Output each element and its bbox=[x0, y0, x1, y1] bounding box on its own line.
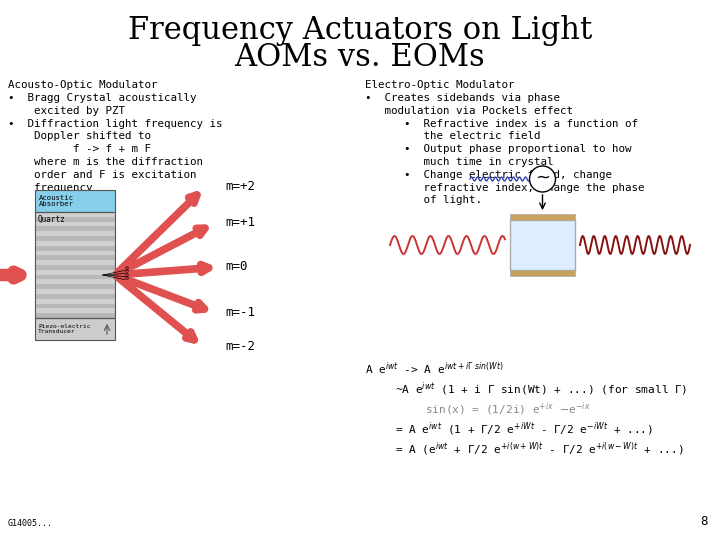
Text: AOMs vs. EOMs: AOMs vs. EOMs bbox=[235, 43, 485, 73]
Text: Electro-Optic Modulator: Electro-Optic Modulator bbox=[365, 80, 515, 90]
Polygon shape bbox=[35, 246, 115, 251]
Polygon shape bbox=[35, 260, 115, 265]
Text: θ: θ bbox=[125, 269, 129, 274]
Polygon shape bbox=[35, 270, 115, 275]
Polygon shape bbox=[35, 251, 115, 255]
Text: m=0: m=0 bbox=[225, 260, 248, 273]
Polygon shape bbox=[35, 284, 115, 289]
Text: θ: θ bbox=[125, 275, 128, 281]
Polygon shape bbox=[35, 303, 115, 308]
Polygon shape bbox=[35, 299, 115, 303]
Polygon shape bbox=[35, 236, 115, 241]
Circle shape bbox=[529, 166, 556, 192]
Text: Acoustic
Absorber: Acoustic Absorber bbox=[39, 194, 74, 207]
Text: = A (e$^{iwt}$ + $\Gamma$/2 e$^{+i(w+W)t}$ - $\Gamma$/2 e$^{+i(w-W)t}$ + ...): = A (e$^{iwt}$ + $\Gamma$/2 e$^{+i(w+W)t… bbox=[395, 440, 684, 457]
Text: = A e$^{iwt}$ (1 + $\Gamma$/2 e$^{+iWt}$ - $\Gamma$/2 e$^{-iWt}$ + ...): = A e$^{iwt}$ (1 + $\Gamma$/2 e$^{+iWt}$… bbox=[395, 420, 653, 437]
FancyBboxPatch shape bbox=[510, 214, 575, 220]
Text: m=+1: m=+1 bbox=[225, 217, 255, 230]
Text: Frequency Actuators on Light: Frequency Actuators on Light bbox=[128, 15, 592, 45]
Polygon shape bbox=[35, 217, 115, 221]
Polygon shape bbox=[35, 255, 115, 260]
Text: G14005...: G14005... bbox=[8, 519, 53, 528]
Text: m=-2: m=-2 bbox=[225, 341, 255, 354]
Text: Quartz: Quartz bbox=[38, 215, 66, 224]
Polygon shape bbox=[35, 190, 115, 212]
Text: m=+2: m=+2 bbox=[225, 180, 255, 193]
Polygon shape bbox=[35, 318, 115, 340]
Text: ~A e$^{iwt}$ (1 + i $\Gamma$ sin(Wt) + ...) (for small $\Gamma$): ~A e$^{iwt}$ (1 + i $\Gamma$ sin(Wt) + .… bbox=[395, 380, 687, 397]
Polygon shape bbox=[35, 294, 115, 299]
Polygon shape bbox=[35, 241, 115, 246]
Text: •  Bragg Crystal acoustically
    excited by PZT
•  Diffraction light frequency : • Bragg Crystal acoustically excited by … bbox=[8, 93, 222, 193]
Polygon shape bbox=[35, 221, 115, 226]
FancyBboxPatch shape bbox=[510, 270, 575, 276]
Text: •  Creates sidebands via phase
   modulation via Pockels effect
      •  Refract: • Creates sidebands via phase modulation… bbox=[365, 93, 644, 205]
Polygon shape bbox=[35, 212, 115, 217]
Text: Acousto-Optic Modulator: Acousto-Optic Modulator bbox=[8, 80, 158, 90]
Text: A e$^{iwt}$ -> A e$^{iwt+i\Gamma\ sin(Wt)}$: A e$^{iwt}$ -> A e$^{iwt+i\Gamma\ sin(Wt… bbox=[365, 360, 503, 376]
Text: θ: θ bbox=[125, 273, 129, 278]
Polygon shape bbox=[35, 280, 115, 284]
Text: θ: θ bbox=[125, 266, 128, 272]
Text: 8: 8 bbox=[701, 515, 708, 528]
Polygon shape bbox=[35, 289, 115, 294]
FancyBboxPatch shape bbox=[510, 220, 575, 270]
Text: ~: ~ bbox=[535, 169, 550, 187]
Polygon shape bbox=[35, 308, 115, 313]
Polygon shape bbox=[35, 231, 115, 236]
Text: m=-1: m=-1 bbox=[225, 307, 255, 320]
Polygon shape bbox=[35, 265, 115, 270]
Polygon shape bbox=[35, 275, 115, 280]
Text: Piezo-electric
Transducer: Piezo-electric Transducer bbox=[38, 323, 91, 334]
Polygon shape bbox=[35, 313, 115, 318]
Polygon shape bbox=[35, 226, 115, 231]
Text: sin(x) = (1/2i) e$^{+ix}$ $-$e$^{-ix}$: sin(x) = (1/2i) e$^{+ix}$ $-$e$^{-ix}$ bbox=[425, 400, 590, 417]
